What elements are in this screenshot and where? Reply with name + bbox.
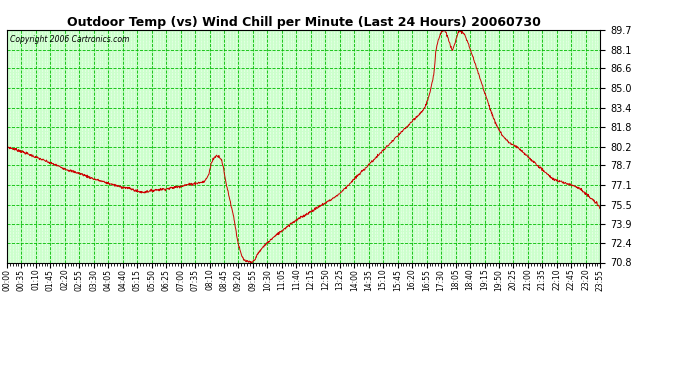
Title: Outdoor Temp (vs) Wind Chill per Minute (Last 24 Hours) 20060730: Outdoor Temp (vs) Wind Chill per Minute … — [67, 16, 540, 29]
Text: Copyright 2006 Cartronics.com: Copyright 2006 Cartronics.com — [10, 34, 129, 44]
